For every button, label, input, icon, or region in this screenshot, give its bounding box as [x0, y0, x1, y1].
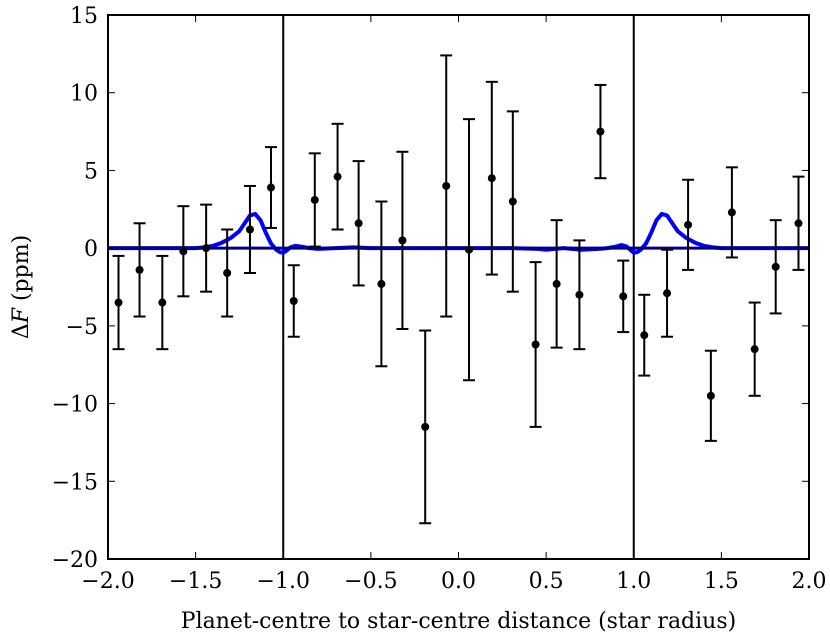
- data-point: [594, 83, 607, 180]
- data-point: [419, 329, 432, 525]
- y-axis-label: ΔF (ppm): [9, 235, 34, 339]
- data-point: [243, 184, 256, 275]
- axis-tick-labels: −2.0 −1.5 −1.0 −0.5 0.0 0.5 1.0 1.5 2.0 −20 −15 −10…: [52, 4, 827, 594]
- y-tick-label: 10: [70, 82, 98, 107]
- data-marker: [333, 172, 342, 181]
- data-marker: [750, 345, 759, 354]
- data-marker: [771, 262, 780, 271]
- data-point: [112, 254, 125, 351]
- data-point: [792, 175, 805, 271]
- reference-lines: [108, 15, 809, 559]
- data-marker: [552, 279, 561, 288]
- data-marker: [663, 289, 672, 298]
- data-point: [485, 80, 498, 276]
- data-point: [573, 239, 586, 351]
- data-point: [200, 203, 213, 293]
- data-point: [704, 349, 717, 442]
- data-point: [550, 219, 563, 349]
- y-tick-label: −15: [52, 470, 98, 495]
- data-marker: [684, 220, 693, 229]
- data-point: [638, 293, 651, 377]
- data-point: [506, 110, 519, 293]
- data-marker: [794, 219, 803, 228]
- y-tick-label: 5: [84, 159, 98, 184]
- x-axis-label: Planet-centre to star-centre distance (s…: [181, 609, 736, 634]
- x-tick-label: −1.5: [169, 569, 222, 594]
- x-tick-label: 0.5: [529, 569, 564, 594]
- y-axis-label-delta: Δ: [9, 323, 34, 339]
- data-point: [133, 222, 146, 318]
- data-marker: [706, 391, 715, 400]
- data-point: [375, 200, 388, 368]
- data-marker: [619, 292, 628, 301]
- x-tick-label: −2.0: [81, 569, 134, 594]
- data-marker: [442, 181, 451, 190]
- x-tick-label: −1.0: [257, 569, 310, 594]
- data-point: [308, 152, 321, 248]
- data-point: [221, 228, 234, 318]
- data-point: [748, 301, 761, 397]
- data-point: [463, 118, 476, 382]
- data-marker: [245, 225, 254, 234]
- data-point: [529, 261, 542, 428]
- data-point: [177, 205, 190, 298]
- data-marker: [421, 422, 430, 431]
- data-marker: [179, 247, 188, 256]
- data-point: [264, 146, 277, 229]
- x-tick-label: 1.5: [704, 569, 739, 594]
- data-marker: [727, 208, 736, 217]
- y-tick-label: 15: [70, 4, 98, 29]
- data-marker: [377, 279, 386, 288]
- data-marker: [465, 245, 474, 254]
- data-point: [682, 178, 695, 271]
- x-tick-label: 1.0: [616, 569, 651, 594]
- data-marker: [575, 290, 584, 299]
- plot-frame: [107, 14, 810, 560]
- data-point: [769, 219, 782, 315]
- data-marker: [223, 269, 232, 278]
- y-tick-label: −5: [66, 315, 98, 340]
- y-tick-label: 0: [84, 237, 98, 262]
- y-axis-label-unit: (ppm): [9, 235, 34, 308]
- data-marker: [114, 298, 123, 307]
- data-point: [440, 54, 453, 318]
- x-tick-label: −0.5: [344, 569, 397, 594]
- y-tick-label: −10: [52, 393, 98, 418]
- data-marker: [310, 195, 319, 204]
- data-point: [352, 160, 365, 287]
- data-point: [661, 248, 674, 338]
- data-marker: [640, 331, 649, 340]
- data-marker: [531, 340, 540, 349]
- data-marker: [135, 265, 144, 274]
- data-point: [617, 259, 630, 334]
- y-tick-label: −20: [52, 548, 98, 573]
- data-marker: [354, 219, 363, 228]
- y-axis-label-var: F: [9, 307, 34, 324]
- data-marker: [596, 127, 605, 136]
- axis-ticks: [107, 14, 810, 560]
- data-point: [287, 264, 300, 338]
- data-marker: [398, 236, 407, 245]
- x-tick-label: 2.0: [792, 569, 827, 594]
- data-points: [112, 54, 805, 525]
- data-point: [725, 166, 738, 259]
- data-marker: [266, 183, 275, 192]
- data-marker: [202, 244, 211, 253]
- data-point: [156, 254, 169, 351]
- data-marker: [158, 298, 167, 307]
- model-curves: [108, 211, 809, 255]
- data-marker: [289, 296, 298, 305]
- data-marker: [508, 197, 517, 206]
- x-tick-label: 0.0: [441, 569, 476, 594]
- data-point: [331, 122, 344, 231]
- data-point: [396, 150, 409, 330]
- data-marker: [487, 174, 496, 183]
